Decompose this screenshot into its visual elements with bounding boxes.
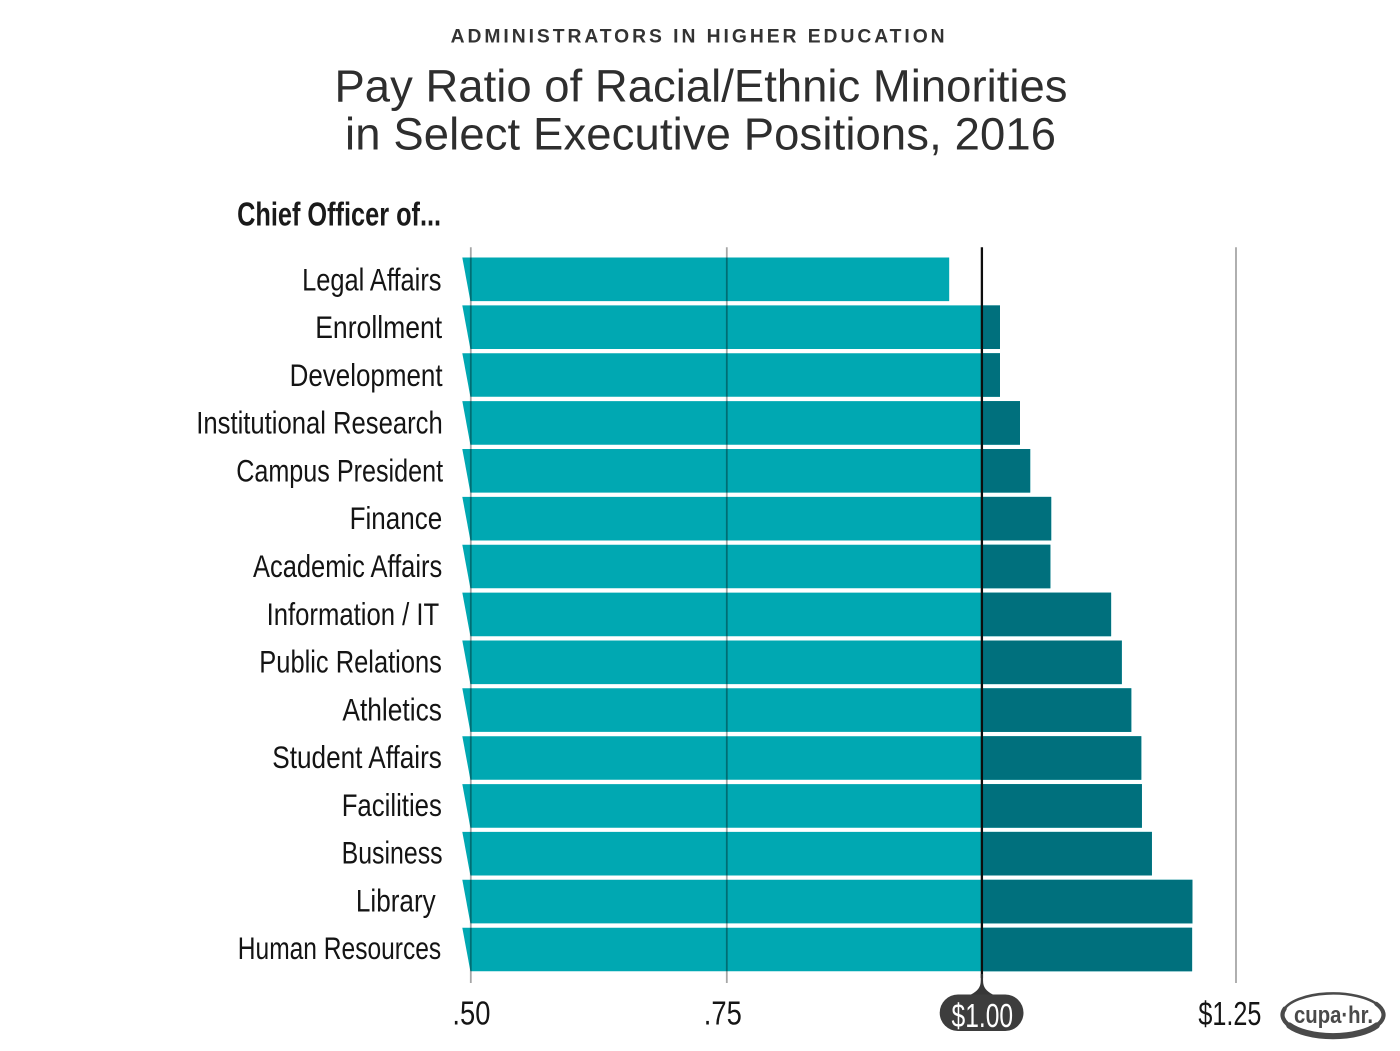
svg-text:in Select Executive Positions,: in Select Executive Positions, 2016: [345, 109, 1056, 160]
svg-text:Public Relations: Public Relations: [259, 645, 442, 680]
svg-text:ADMINISTRATORS IN HIGHER EDUCA: ADMINISTRATORS IN HIGHER EDUCATION: [451, 26, 945, 47]
svg-text:Legal Affairs: Legal Affairs: [302, 262, 441, 297]
svg-text:Finance: Finance: [350, 501, 443, 536]
svg-text:Institutional Research: Institutional Research: [196, 406, 442, 441]
svg-text:$1.25: $1.25: [1198, 995, 1261, 1032]
svg-text:Athletics: Athletics: [342, 692, 442, 727]
svg-text:Chief Officer of...: Chief Officer of...: [237, 197, 441, 234]
svg-text:Development: Development: [290, 358, 443, 393]
svg-text:Pay Ratio of Racial/Ethnic Min: Pay Ratio of Racial/Ethnic Minorities: [335, 60, 1068, 111]
svg-text:.50: .50: [452, 995, 490, 1032]
svg-text:Human Resources: Human Resources: [238, 931, 441, 966]
svg-text:Academic Affairs: Academic Affairs: [253, 549, 442, 584]
svg-text:Library: Library: [356, 883, 436, 918]
svg-text:.75: .75: [704, 995, 742, 1032]
svg-text:$1.00: $1.00: [952, 997, 1014, 1034]
svg-text:Business: Business: [342, 836, 443, 871]
svg-text:cupa·hr.: cupa·hr.: [1294, 1002, 1373, 1029]
svg-text:Campus President: Campus President: [236, 453, 443, 488]
svg-text:Student Affairs: Student Affairs: [272, 740, 442, 775]
svg-text:Information / IT: Information / IT: [267, 597, 440, 632]
svg-text:Enrollment: Enrollment: [315, 310, 442, 345]
svg-text:Facilities: Facilities: [342, 788, 442, 823]
